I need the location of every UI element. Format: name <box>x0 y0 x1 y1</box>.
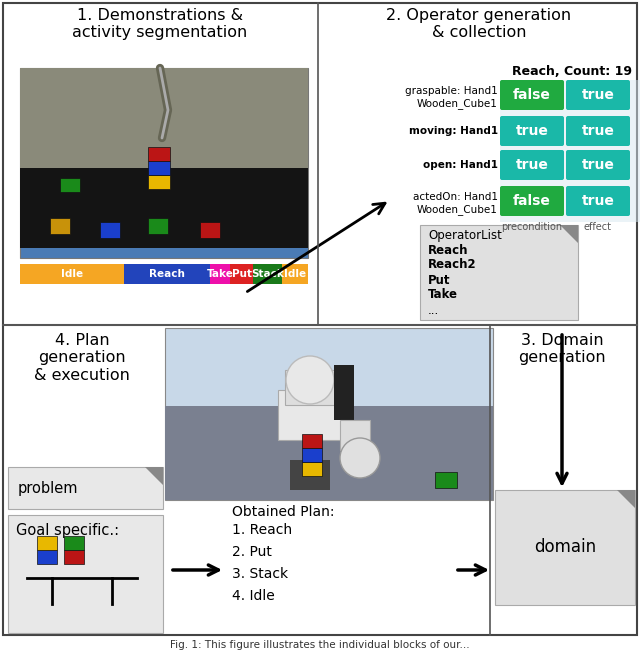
FancyBboxPatch shape <box>500 116 564 146</box>
FancyBboxPatch shape <box>566 116 630 146</box>
Text: Wooden_Cube1: Wooden_Cube1 <box>417 98 498 109</box>
Bar <box>124 264 210 284</box>
Bar <box>37 536 57 550</box>
Bar <box>230 264 253 284</box>
Text: domain: domain <box>534 539 596 556</box>
Text: Goal specific.:: Goal specific.: <box>16 523 119 538</box>
Text: 2. Operator generation
& collection: 2. Operator generation & collection <box>387 8 572 40</box>
Bar <box>20 264 124 284</box>
Text: Idle: Idle <box>61 269 83 279</box>
Text: false: false <box>513 194 551 208</box>
Bar <box>253 264 282 284</box>
Text: ...: ... <box>428 304 439 317</box>
Bar <box>100 222 120 238</box>
Circle shape <box>286 356 334 404</box>
Bar <box>435 472 457 488</box>
Text: true: true <box>516 124 548 138</box>
Text: Put: Put <box>232 269 252 279</box>
Bar <box>200 222 220 238</box>
Text: Fig. 1: This figure illustrates the individual blocks of our...: Fig. 1: This figure illustrates the indi… <box>170 640 470 650</box>
FancyBboxPatch shape <box>566 186 630 216</box>
Bar <box>165 406 493 500</box>
Bar <box>500 80 640 222</box>
Bar <box>37 550 57 564</box>
Text: 4. Idle: 4. Idle <box>232 589 275 603</box>
Text: Take: Take <box>207 269 234 279</box>
Text: Reach, Count: 19: Reach, Count: 19 <box>512 65 632 78</box>
Bar <box>282 264 308 284</box>
Bar <box>148 218 168 234</box>
Text: precondition: precondition <box>501 222 563 232</box>
Text: true: true <box>582 88 614 102</box>
Bar <box>20 68 308 258</box>
Bar <box>290 460 330 490</box>
Text: Stack: Stack <box>252 269 284 279</box>
Text: problem: problem <box>18 481 79 496</box>
FancyBboxPatch shape <box>500 80 564 110</box>
Text: Reach2: Reach2 <box>428 259 477 272</box>
Bar <box>50 218 70 234</box>
Bar <box>8 515 163 633</box>
FancyBboxPatch shape <box>500 186 564 216</box>
Text: 3. Stack: 3. Stack <box>232 567 288 581</box>
Text: actedOn: Hand1: actedOn: Hand1 <box>413 192 498 202</box>
Text: Take: Take <box>428 289 458 302</box>
Bar <box>64 536 84 550</box>
Text: 1. Reach: 1. Reach <box>232 523 292 537</box>
Bar <box>64 550 84 564</box>
Text: OperatorList: OperatorList <box>428 229 502 242</box>
Bar <box>165 328 493 500</box>
Polygon shape <box>560 225 578 243</box>
Text: true: true <box>516 158 548 172</box>
Bar <box>285 370 335 405</box>
Text: open: Hand1: open: Hand1 <box>423 160 498 170</box>
Bar <box>278 390 342 440</box>
Text: true: true <box>582 194 614 208</box>
Bar <box>148 147 170 161</box>
Text: 2. Put: 2. Put <box>232 545 272 559</box>
Text: false: false <box>513 88 551 102</box>
Bar <box>340 420 370 450</box>
Text: effect: effect <box>584 222 612 232</box>
Text: 3. Domain
generation: 3. Domain generation <box>518 333 606 366</box>
Text: Reach: Reach <box>428 244 468 257</box>
Bar <box>148 161 170 175</box>
Bar <box>420 225 578 320</box>
Bar <box>20 168 308 248</box>
Polygon shape <box>145 467 163 485</box>
Bar <box>302 448 322 462</box>
Bar <box>302 434 322 448</box>
Bar <box>60 178 80 192</box>
Text: 1. Demonstrations &
activity segmentation: 1. Demonstrations & activity segmentatio… <box>72 8 248 40</box>
FancyBboxPatch shape <box>566 150 630 180</box>
Bar <box>8 467 163 509</box>
Text: true: true <box>582 158 614 172</box>
Bar <box>210 264 230 284</box>
Polygon shape <box>617 490 635 508</box>
Bar <box>20 68 308 172</box>
Text: graspable: Hand1: graspable: Hand1 <box>405 86 498 96</box>
Bar <box>495 490 635 605</box>
Text: 4. Plan
generation
& execution: 4. Plan generation & execution <box>34 333 130 383</box>
Bar <box>334 365 354 420</box>
FancyBboxPatch shape <box>500 150 564 180</box>
FancyBboxPatch shape <box>566 80 630 110</box>
Text: Obtained Plan:: Obtained Plan: <box>232 505 335 519</box>
Bar <box>148 175 170 189</box>
Text: Put: Put <box>428 274 451 287</box>
Text: Wooden_Cube1: Wooden_Cube1 <box>417 204 498 215</box>
Circle shape <box>340 438 380 478</box>
Text: moving: Hand1: moving: Hand1 <box>409 126 498 136</box>
Bar <box>302 462 322 476</box>
Text: Reach: Reach <box>149 269 185 279</box>
Text: Idle: Idle <box>284 269 306 279</box>
Text: true: true <box>582 124 614 138</box>
